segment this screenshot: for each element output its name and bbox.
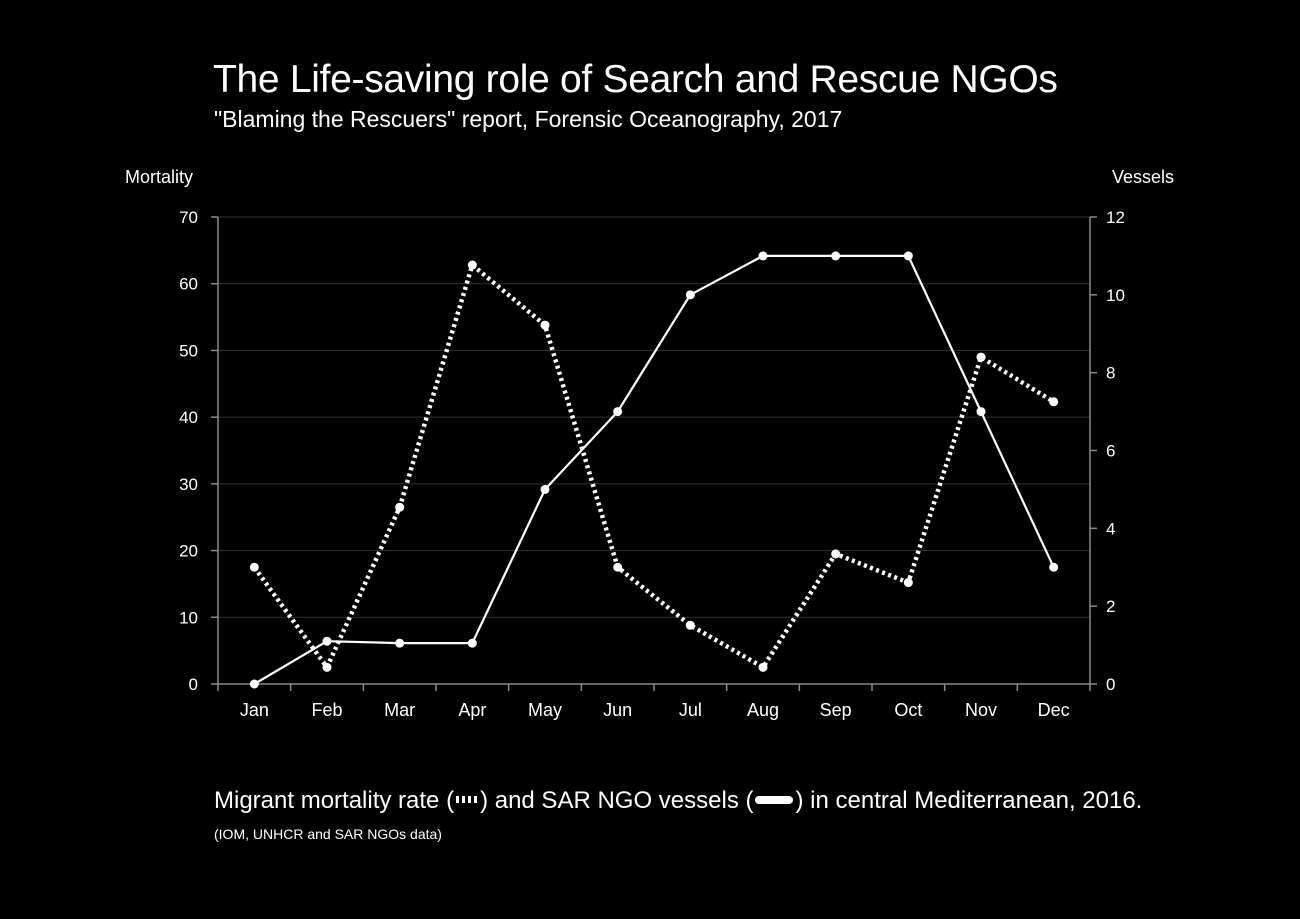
mortality-rate-point	[831, 549, 841, 559]
chart-subtitle: "Blaming the Rescuers" report, Forensic …	[214, 106, 843, 132]
left-axis-tick-label: 40	[179, 408, 198, 427]
caption-part-2: ) and SAR NGO vessels (	[480, 787, 754, 814]
x-axis-tick-label: Feb	[311, 700, 342, 720]
x-axis-tick-label: Jan	[240, 700, 269, 720]
mortality-rate-point	[540, 320, 550, 330]
grid-lines	[218, 216, 1090, 618]
series	[249, 251, 1059, 689]
x-axis-tick-label: Nov	[965, 700, 997, 720]
mortality-rate-point	[395, 502, 405, 512]
mortality-rate-point	[976, 352, 986, 362]
mortality-rate-point	[467, 260, 477, 270]
x-axis-tick-label: Mar	[384, 700, 415, 720]
data-source-note: (IOM, UNHCR and SAR NGOs data)	[214, 826, 442, 842]
right-axis-tick-label: 4	[1106, 519, 1115, 538]
left-axis-tick-label: 50	[179, 341, 198, 360]
ngo-vessels-point	[758, 251, 768, 261]
left-axis-tick-label: 60	[179, 275, 198, 294]
right-axis-label: Vessels	[1112, 167, 1175, 187]
x-axis-tick-label: Jul	[679, 700, 702, 720]
x-axis-tick-label: Dec	[1038, 700, 1070, 720]
mortality-rate-point	[249, 562, 259, 572]
x-axis-tick-label: Oct	[894, 700, 922, 720]
mortality-rate-point	[322, 662, 332, 672]
ngo-vessels-point	[467, 638, 477, 648]
right-axis-tick-label: 2	[1106, 597, 1115, 616]
mortality-rate-point	[1049, 397, 1059, 407]
ngo-vessels-point	[685, 290, 695, 300]
left-axis-tick-label: 20	[179, 542, 198, 561]
right-axis-tick-label: 0	[1106, 675, 1115, 694]
mortality-rate-point	[613, 562, 623, 572]
right-axis-tick-label: 6	[1106, 442, 1115, 461]
right-axis-tick-label: 8	[1106, 364, 1115, 383]
mortality-rate-point	[903, 578, 913, 588]
chart-caption: Migrant mortality rate ( ) and SAR NGO ve…	[214, 787, 1142, 815]
caption-part-1: Migrant mortality rate (	[214, 787, 455, 814]
x-axis-tick-label: Apr	[458, 700, 486, 720]
caption-part-3: ) in central Mediterranean, 2016.	[795, 787, 1143, 814]
left-axis-tick-label: 0	[189, 675, 198, 694]
right-axis-tick-label: 12	[1106, 208, 1125, 227]
solid-line-legend-swatch	[755, 795, 794, 804]
ngo-vessels-point	[540, 484, 550, 494]
ngo-vessels-point	[613, 407, 623, 417]
ngo-vessels-point	[903, 251, 913, 261]
chart-title: The Life-saving role of Search and Rescu…	[213, 58, 1058, 101]
x-axis-tick-label: Aug	[747, 700, 779, 720]
mortality-rate-line	[252, 262, 1055, 670]
dotted-line-legend-swatch	[456, 796, 479, 804]
mortality-rate-point	[685, 620, 695, 630]
left-axis-tick-label: 30	[179, 475, 198, 494]
left-axis-label: Mortality	[125, 167, 194, 187]
ngo-vessels-point	[395, 638, 405, 648]
x-axis-tick-label: Sep	[820, 700, 852, 720]
left-axis-tick-label: 70	[179, 208, 198, 227]
mortality-rate-point	[758, 662, 768, 672]
ngo-vessels-point	[1049, 562, 1059, 572]
right-axis-tick-label: 10	[1106, 286, 1125, 305]
x-axis-tick-label: May	[528, 700, 562, 720]
x-axis-tick-label: Jun	[603, 700, 632, 720]
axes: 0 10 20 30 40 50 60 70 0 2 4 6 8 10 12 Jan Feb Mar Apr May J…	[179, 208, 1125, 720]
ngo-vessels-point	[249, 679, 259, 689]
ngo-vessels-point	[976, 407, 986, 417]
ngo-vessels-point	[831, 251, 841, 261]
ngo-vessels-line	[253, 254, 1055, 685]
ngo-vessels-point	[322, 636, 332, 646]
left-axis-tick-label: 10	[179, 608, 198, 627]
